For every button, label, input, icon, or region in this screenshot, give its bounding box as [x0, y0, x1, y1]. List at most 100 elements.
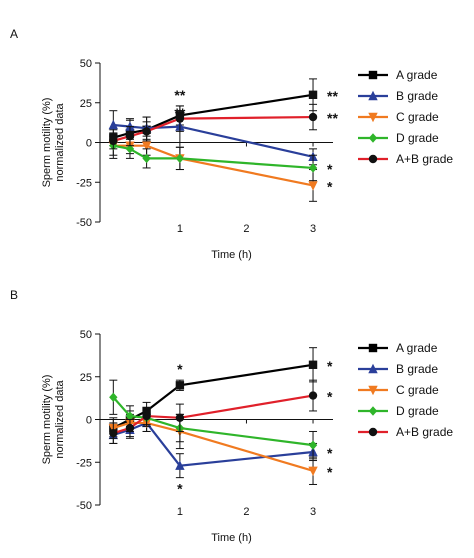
data-point [109, 428, 118, 438]
data-point [142, 153, 151, 164]
significance-marker: ** [174, 87, 185, 103]
data-point [109, 392, 118, 402]
y-tick-label: 0 [86, 138, 92, 150]
data-point [109, 136, 118, 146]
y-axis-label-2: normalized data [54, 102, 66, 181]
data-point [175, 114, 185, 123]
y-tick-label: -25 [76, 177, 92, 189]
data-point [108, 119, 119, 130]
data-point [141, 141, 152, 151]
significance-marker: * [327, 178, 333, 194]
significance-marker: * [327, 161, 333, 177]
legend-marker [368, 427, 378, 437]
legend-item: D grade [358, 404, 439, 418]
data-point [142, 127, 151, 136]
data-point [308, 440, 318, 450]
y-tick-label: -50 [76, 500, 92, 512]
y-tick-label: 25 [80, 372, 92, 384]
y-tick-label: 0 [86, 415, 92, 427]
data-point [308, 90, 318, 99]
legend-item: C grade [358, 110, 439, 124]
legend: A grade B grade C grade D grade A+B grade [358, 341, 453, 439]
significance-marker: * [327, 358, 333, 374]
legend-marker [368, 112, 378, 123]
significance-marker: * [327, 464, 333, 480]
series-a-grade [109, 78, 318, 147]
legend-label: A+B grade [396, 152, 453, 166]
legend-label: A grade [396, 341, 438, 355]
legend-item: D grade [358, 131, 439, 145]
y-tick-label: -50 [76, 217, 92, 229]
legend: A grade B grade C grade D grade A+B grade [358, 68, 453, 166]
significance-marker: * [327, 445, 333, 461]
data-point [308, 163, 318, 173]
chart-panel-b: B -50 -25 0 25 50 1 2 3 Sperm motility (%) normali… [10, 288, 453, 544]
legend-label: A+B grade [396, 425, 453, 439]
x-tick-label: 2 [243, 506, 249, 518]
series-a-b-grade [109, 379, 318, 444]
legend-marker [368, 363, 378, 374]
y-axis-label: Sperm motility (%) [41, 98, 53, 188]
legend-marker [368, 154, 378, 164]
x-tick-label: 1 [177, 506, 183, 518]
data-point [308, 181, 318, 191]
panel-label: A [10, 27, 18, 41]
legend-item: A+B grade [358, 152, 453, 166]
data-point [308, 360, 318, 369]
data-point [175, 381, 185, 390]
legend-label: B grade [396, 89, 438, 103]
data-point [175, 413, 185, 422]
legend-item: C grade [358, 383, 439, 397]
legend-marker [368, 90, 378, 101]
y-tick-label: 50 [80, 329, 92, 341]
legend-item: A grade [358, 341, 438, 355]
legend-item: B grade [358, 362, 438, 376]
legend-marker [368, 133, 378, 143]
data-point [125, 423, 135, 433]
significance-marker: ** [174, 105, 185, 121]
significance-marker: ** [327, 110, 338, 126]
legend-label: B grade [396, 362, 438, 376]
data-point [142, 411, 151, 421]
y-tick-label: 25 [80, 98, 92, 110]
legend-label: A grade [396, 68, 438, 82]
legend-marker [368, 406, 378, 416]
data-point [308, 391, 318, 400]
series-a-b-grade [109, 103, 318, 150]
legend-marker [368, 385, 378, 396]
data-point [125, 144, 135, 154]
x-axis-label: Time (h) [211, 249, 252, 261]
x-tick-label: 1 [177, 223, 183, 235]
y-axis-label: Sperm motility (%) [41, 375, 53, 465]
data-point [175, 153, 185, 164]
data-point [125, 411, 135, 421]
legend-label: C grade [396, 110, 439, 124]
series-line [112, 421, 314, 467]
legend-label: D grade [396, 404, 439, 418]
significance-marker: * [327, 389, 333, 405]
legend-item: B grade [358, 89, 438, 103]
legend-label: C grade [396, 383, 439, 397]
legend-label: D grade [396, 131, 439, 145]
x-tick-label: 3 [310, 223, 316, 235]
data-point [175, 460, 185, 470]
data-point [308, 466, 318, 476]
legend-marker [368, 70, 378, 80]
legend-marker [368, 343, 378, 353]
y-tick-label: 50 [80, 58, 92, 70]
significance-marker: * [177, 481, 183, 497]
x-tick-label: 3 [310, 506, 316, 518]
y-axis-label-2: normalized data [54, 379, 66, 458]
data-point [125, 131, 135, 141]
chart-panel-a: A -50 -25 0 25 50 1 2 3 Sperm motility (%) normali… [10, 27, 453, 261]
series-d-grade [109, 132, 318, 182]
series-line [112, 421, 314, 472]
panel-label: B [10, 288, 18, 302]
x-tick-label: 2 [243, 223, 249, 235]
legend-item: A grade [358, 68, 438, 82]
significance-marker: ** [327, 88, 338, 104]
series-c-grade [108, 135, 318, 202]
x-axis-label: Time (h) [211, 532, 252, 544]
